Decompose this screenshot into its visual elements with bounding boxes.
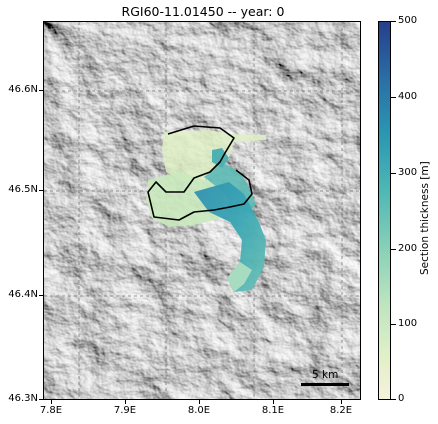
x-tick-label: 8.0E [187,405,211,416]
y-tick-mark [39,399,43,400]
colorbar-tick-mark [391,21,396,22]
y-tick-label: 46.6N [8,84,38,95]
colorbar-title: Section thickness [m] [419,161,431,275]
map-title: RGI60-11.01450 -- year: 0 [121,4,285,19]
map-canvas [44,22,360,399]
colorbar-tick-label: 0 [398,393,405,404]
x-tick-label: 7.9E [113,405,137,416]
y-tick-label: 46.4N [8,289,38,300]
x-tick-label: 7.8E [39,405,63,416]
map-grid [44,22,360,399]
colorbar [378,21,391,400]
glacier-thickness-overlay [146,125,266,292]
x-tick-label: 8.1E [261,405,285,416]
scale-bar-label: 5 km [312,369,339,381]
colorbar-tick-label: 200 [398,243,418,254]
colorbar-tick-mark [391,249,396,250]
colorbar-tick-label: 500 [398,15,418,26]
colorbar-tick-label: 300 [398,167,418,178]
y-tick-label: 46.3N [8,393,38,404]
x-tick-mark [125,400,126,404]
y-tick-mark [39,295,43,296]
colorbar-tick-mark [391,399,396,400]
map-panel[interactable]: 5 km [43,21,361,400]
colorbar-tick-mark [391,97,396,98]
x-tick-label: 8.2E [329,405,353,416]
colorbar-tick-mark [391,173,396,174]
y-tick-mark [39,190,43,191]
colorbar-tick-label: 100 [398,318,418,329]
y-tick-mark [39,90,43,91]
y-tick-label: 46.5N [8,184,38,195]
x-tick-mark [51,400,52,404]
colorbar-tick-mark [391,324,396,325]
scale-bar [301,383,349,386]
x-tick-mark [341,400,342,404]
colorbar-tick-label: 400 [398,91,418,102]
x-tick-mark [273,400,274,404]
x-tick-mark [199,400,200,404]
